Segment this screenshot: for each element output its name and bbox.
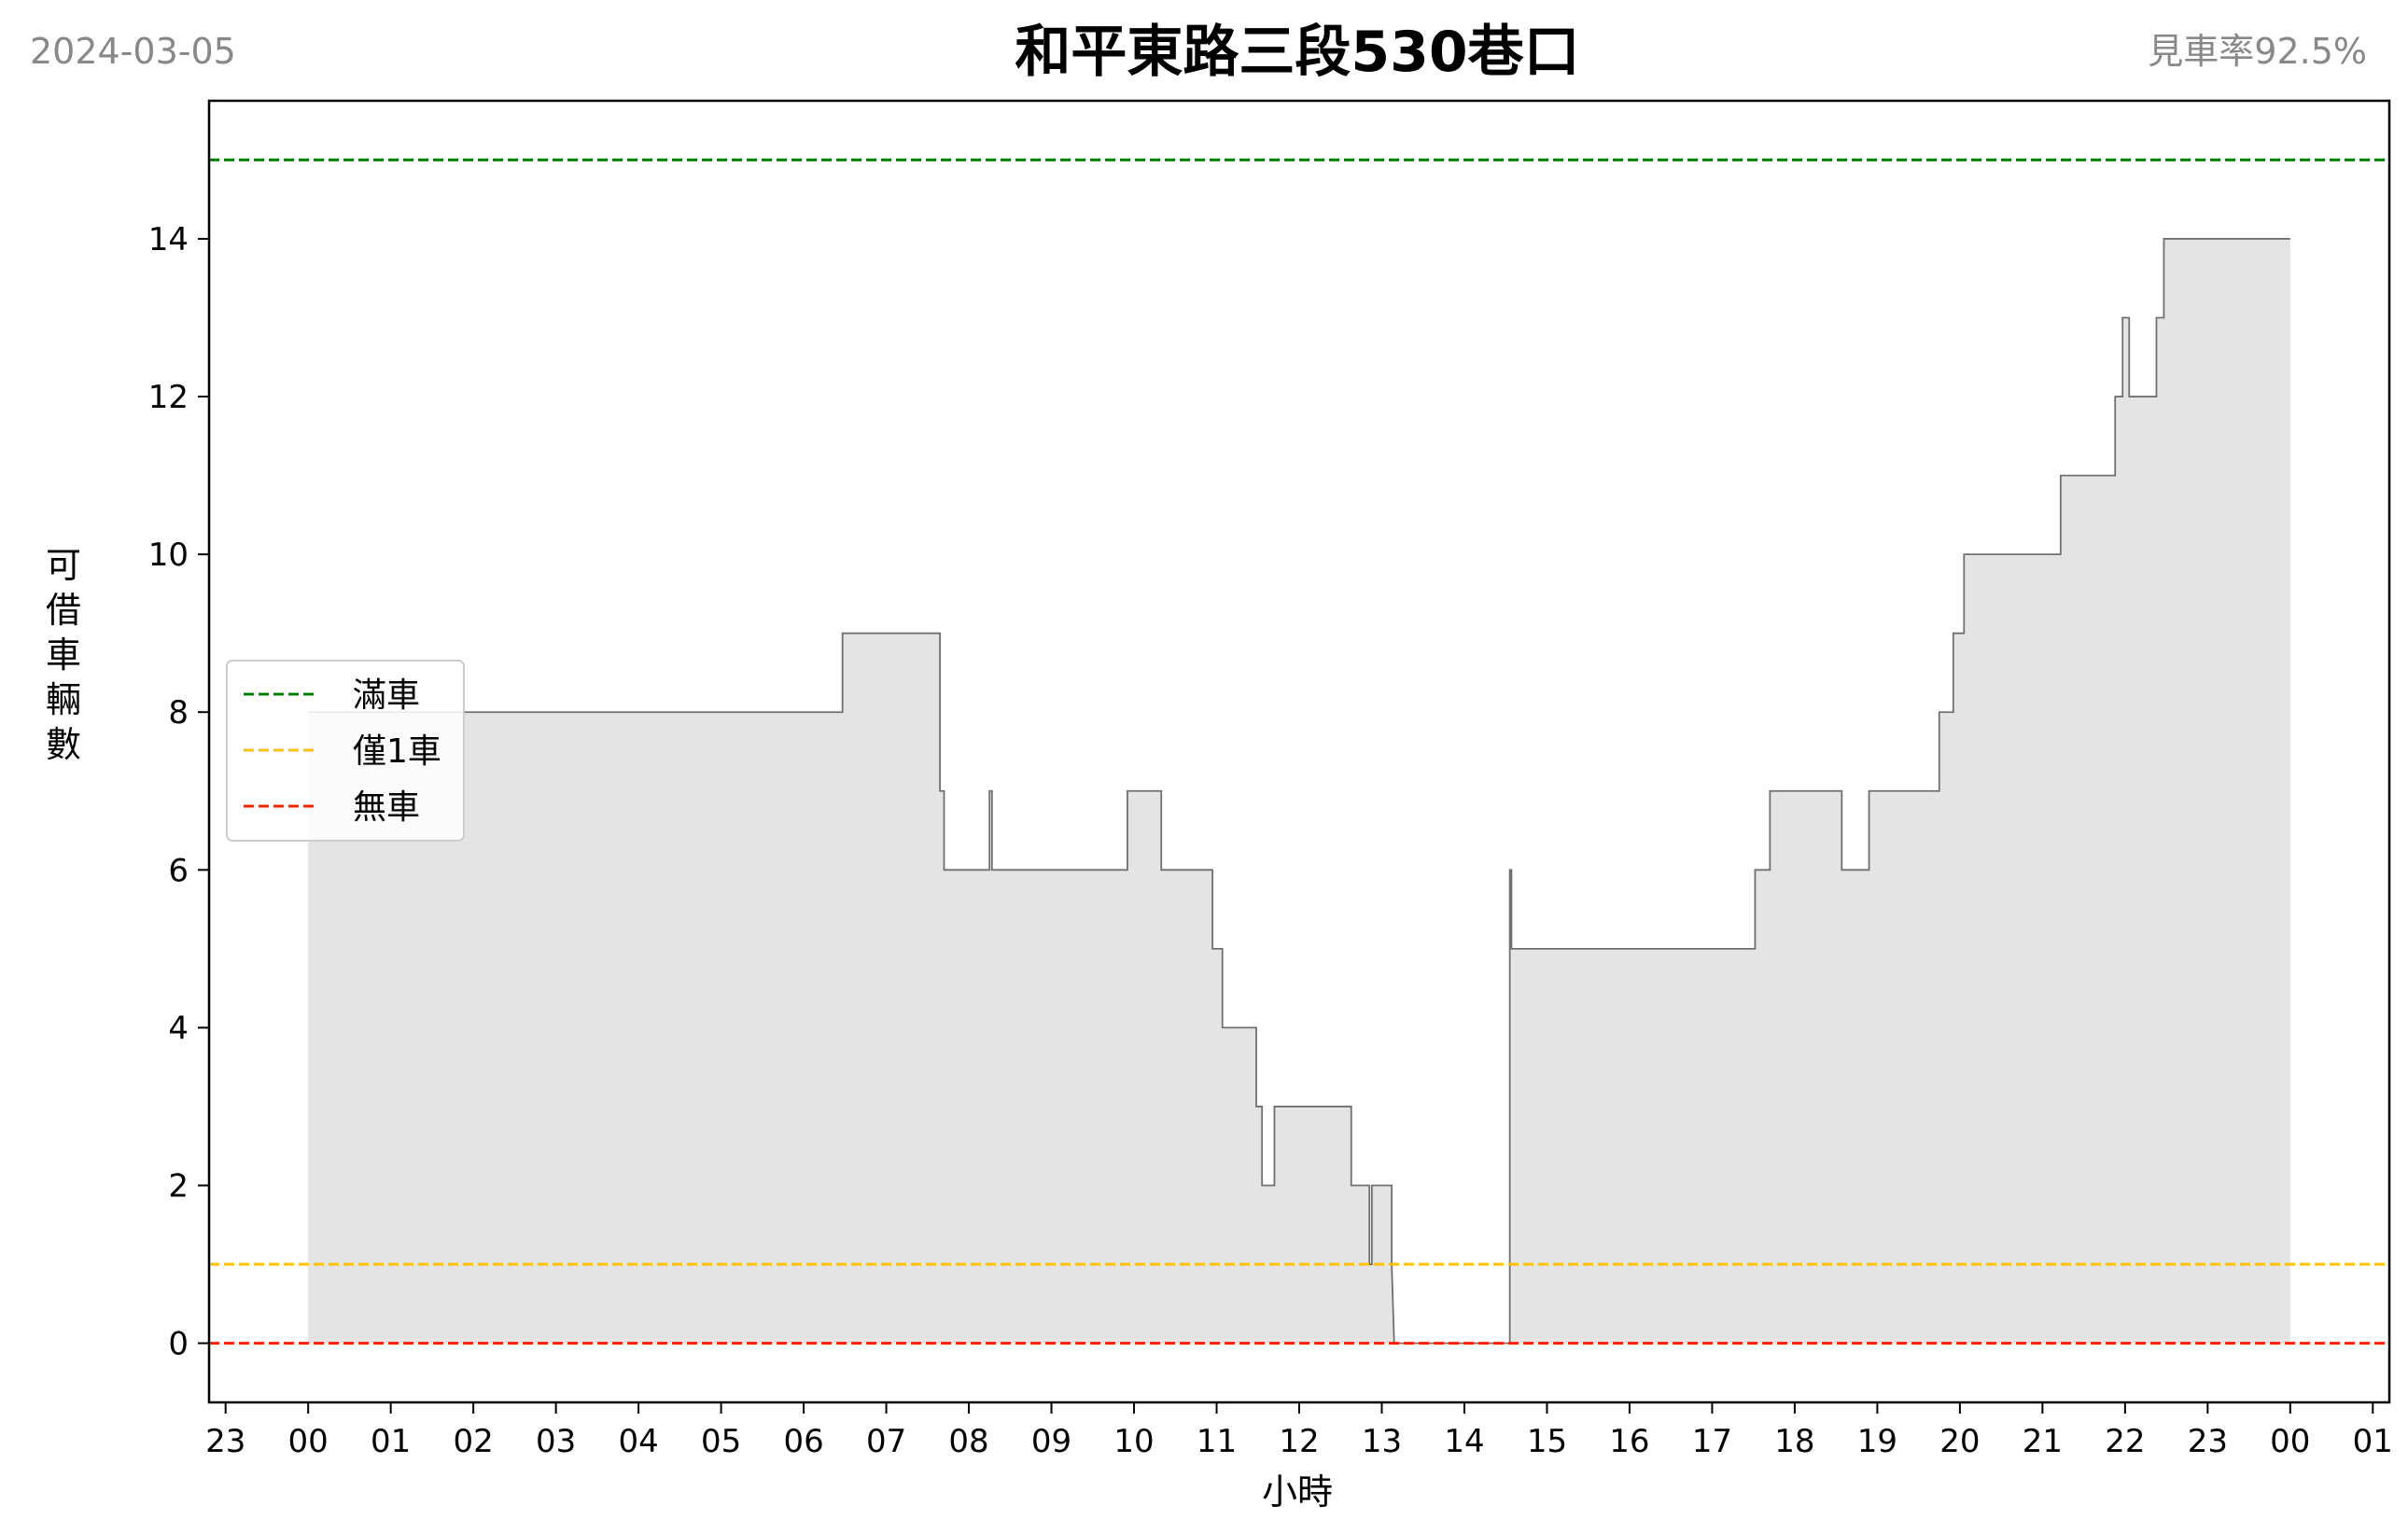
y-tick-label: 12 [148, 379, 189, 416]
y-axis-label-char: 車 [46, 634, 81, 676]
x-axis-label: 小時 [1262, 1471, 1333, 1512]
x-tick-label: 16 [1609, 1423, 1649, 1460]
x-tick-label: 09 [1031, 1423, 1071, 1460]
y-tick-label: 10 [148, 537, 189, 574]
x-tick-label: 23 [2188, 1423, 2228, 1460]
y-tick-label: 14 [148, 221, 189, 258]
x-tick-label: 12 [1279, 1423, 1319, 1460]
x-tick-label: 15 [1527, 1423, 1567, 1460]
y-tick-label: 8 [168, 694, 189, 732]
x-tick-label: 00 [288, 1423, 329, 1460]
legend-label: 無車 [353, 788, 420, 827]
x-tick-label: 06 [783, 1423, 823, 1460]
chart-title: 和平東路三段530巷口 [1015, 20, 1579, 85]
y-axis-label-char: 數 [46, 724, 81, 765]
x-tick-label: 01 [371, 1423, 411, 1460]
y-tick-label: 6 [168, 852, 189, 889]
x-tick-label: 14 [1444, 1423, 1484, 1460]
tick-layer: 23 00 01 02 03 04 05 06 07 08 09 10 11 12 13 14 15 16 17 18… [148, 221, 2393, 1460]
x-tick-label: 02 [454, 1423, 494, 1460]
x-tick-label: 01 [2353, 1423, 2393, 1460]
x-tick-label: 18 [1774, 1423, 1814, 1460]
x-tick-label: 03 [536, 1423, 576, 1460]
legend-label: 僅1車 [353, 732, 441, 771]
x-tick-label: 07 [866, 1423, 906, 1460]
y-axis-label: 可借車輛數 [46, 545, 81, 765]
x-tick-label: 13 [1362, 1423, 1402, 1460]
legend-label: 滿車 [353, 676, 420, 715]
x-tick-label: 00 [2270, 1423, 2310, 1460]
x-tick-label: 17 [1692, 1423, 1732, 1460]
y-tick-label: 0 [168, 1326, 189, 1363]
x-tick-label: 11 [1197, 1423, 1237, 1460]
series-area-0 [308, 238, 2290, 1344]
availability-label: 見車率92.5% [2148, 31, 2367, 72]
date-label: 2024-03-05 [30, 31, 236, 72]
x-tick-label: 19 [1857, 1423, 1897, 1460]
y-axis-label-char: 可 [46, 545, 81, 586]
x-tick-label: 21 [2023, 1423, 2063, 1460]
x-tick-label: 10 [1113, 1423, 1154, 1460]
x-tick-label: 23 [205, 1423, 245, 1460]
legend-box [226, 660, 465, 842]
x-tick-label: 04 [618, 1423, 658, 1460]
y-tick-label: 2 [168, 1168, 189, 1205]
x-tick-label: 20 [1939, 1423, 1980, 1460]
x-tick-label: 22 [2105, 1423, 2145, 1460]
y-axis-label-char: 輛 [46, 679, 81, 720]
y-tick-label: 4 [168, 1010, 189, 1047]
y-axis-label-char: 借 [46, 590, 81, 631]
plot-layer [207, 99, 2391, 1404]
x-tick-label: 05 [701, 1423, 741, 1460]
x-tick-label: 08 [948, 1423, 988, 1460]
